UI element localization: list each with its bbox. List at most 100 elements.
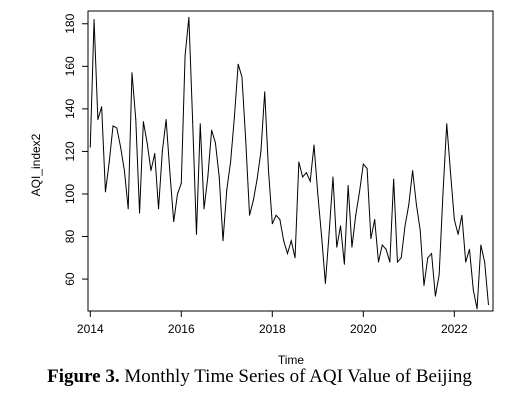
- data-point: [313, 144, 315, 146]
- data-point: [211, 129, 213, 131]
- y-tick-label: 60: [63, 272, 77, 286]
- data-point: [233, 116, 235, 118]
- data-point: [192, 121, 194, 123]
- data-point: [158, 208, 160, 210]
- data-point: [104, 191, 106, 193]
- data-point: [188, 16, 190, 18]
- figure-caption-label: Figure 3.: [47, 366, 120, 387]
- data-point: [294, 257, 296, 259]
- data-point: [173, 221, 175, 223]
- data-point: [408, 204, 410, 206]
- data-point: [343, 263, 345, 265]
- data-point: [169, 172, 171, 174]
- data-point: [89, 146, 91, 148]
- x-tick-label: 2018: [259, 322, 286, 336]
- data-point: [286, 253, 288, 255]
- aqi-series-line: [89, 17, 489, 309]
- data-point: [321, 236, 323, 238]
- data-point: [302, 176, 304, 178]
- data-point: [279, 219, 281, 221]
- data-point: [146, 142, 148, 144]
- figure-caption-text: Monthly Time Series of AQI Value of Beij…: [119, 366, 472, 387]
- data-point: [359, 191, 361, 193]
- data-point: [389, 261, 391, 263]
- data-point: [275, 214, 277, 216]
- data-point: [434, 295, 436, 297]
- data-point: [108, 161, 110, 163]
- data-point: [298, 161, 300, 163]
- x-tick-label: 2016: [168, 322, 195, 336]
- data-point: [465, 261, 467, 263]
- data-point: [385, 248, 387, 250]
- data-point: [120, 146, 122, 148]
- data-point: [317, 193, 319, 195]
- data-point: [195, 233, 197, 235]
- data-point: [203, 208, 205, 210]
- data-point: [351, 246, 353, 248]
- data-point: [468, 248, 470, 250]
- data-point: [161, 150, 163, 152]
- data-point: [438, 274, 440, 276]
- data-point: [214, 142, 216, 144]
- chart: 2014 2016 2018 2020 2022 60 80 100 120 140 160 180…: [29, 10, 494, 365]
- y-tick-label: 100: [63, 184, 77, 204]
- data-point: [309, 180, 311, 182]
- y-tick-label: 160: [63, 56, 77, 76]
- data-point: [480, 244, 482, 246]
- data-point: [237, 63, 239, 65]
- data-point: [328, 231, 330, 233]
- data-point: [324, 282, 326, 284]
- y-axis: 60 80 100 120 140 160 180: [63, 13, 89, 286]
- aqi-series-points: [89, 16, 489, 310]
- data-point: [241, 76, 243, 78]
- data-point: [381, 244, 383, 246]
- data-point: [101, 106, 103, 108]
- data-point: [453, 219, 455, 221]
- data-point: [442, 193, 444, 195]
- data-point: [461, 214, 463, 216]
- data-point: [366, 167, 368, 169]
- data-point: [427, 257, 429, 259]
- data-point: [370, 238, 372, 240]
- data-point: [180, 182, 182, 184]
- data-point: [268, 170, 270, 172]
- x-axis: 2014 2016 2018 2020 2022: [77, 310, 468, 336]
- data-point: [260, 150, 262, 152]
- data-point: [336, 246, 338, 248]
- data-point: [419, 229, 421, 231]
- data-point: [290, 240, 292, 242]
- data-point: [332, 176, 334, 178]
- data-point: [283, 240, 285, 242]
- data-point: [415, 204, 417, 206]
- data-point: [245, 140, 247, 142]
- data-point: [431, 253, 433, 255]
- data-point: [377, 261, 379, 263]
- data-point: [218, 176, 220, 178]
- figure-caption: Figure 3. Monthly Time Series of AQI Val…: [0, 366, 519, 388]
- data-point: [362, 163, 364, 165]
- data-point: [230, 161, 232, 163]
- data-point: [396, 261, 398, 263]
- data-point: [97, 119, 99, 121]
- data-point: [484, 261, 486, 263]
- data-point: [404, 225, 406, 227]
- data-point: [264, 91, 266, 93]
- data-point: [135, 119, 137, 121]
- y-tick-label: 140: [63, 99, 77, 119]
- data-point: [131, 72, 133, 74]
- data-point: [446, 123, 448, 125]
- data-point: [393, 178, 395, 180]
- data-point: [305, 172, 307, 174]
- x-axis-label: Time: [278, 353, 305, 365]
- data-point: [116, 127, 118, 129]
- data-point: [222, 240, 224, 242]
- data-point: [457, 233, 459, 235]
- y-axis-label: AQI_index2: [29, 133, 43, 196]
- data-point: [476, 308, 478, 310]
- data-point: [450, 172, 452, 174]
- data-point: [207, 176, 209, 178]
- data-point: [139, 212, 141, 214]
- data-point: [142, 121, 144, 123]
- data-point: [150, 170, 152, 172]
- data-point: [176, 193, 178, 195]
